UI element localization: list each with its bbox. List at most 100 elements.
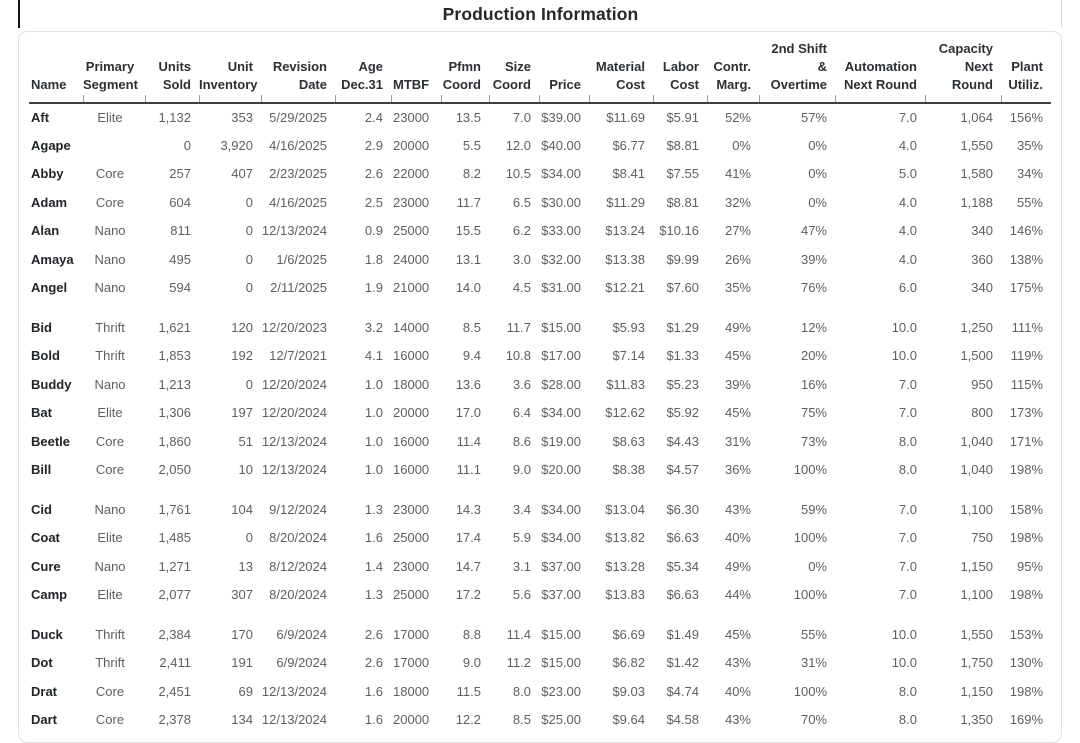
cell-contr_marg: 27% bbox=[724, 223, 751, 239]
table-row: Angel Nano 594 0 2/11/2025 1.9 21000 14.0 4.5 $31… bbox=[29, 274, 1051, 303]
cell-capacity: 1,188 bbox=[960, 194, 993, 210]
cell-pfmn: 13.1 bbox=[455, 251, 481, 267]
cell-price: $34.00 bbox=[541, 530, 581, 546]
cell-material_cost: $13.82 bbox=[605, 530, 645, 546]
cell-plant_utiliz: 95% bbox=[1016, 558, 1043, 574]
cell-segment: Core bbox=[95, 433, 125, 449]
cell-unit_inventory: 69 bbox=[238, 683, 253, 699]
cell-mtbf: 14000 bbox=[393, 319, 430, 335]
cell-price: $17.00 bbox=[541, 348, 581, 364]
cell-size: 8.0 bbox=[512, 683, 531, 699]
cell-labor_cost: $9.99 bbox=[666, 251, 699, 267]
cell-capacity: 1,250 bbox=[960, 319, 993, 335]
cell-contr_marg: 36% bbox=[724, 462, 751, 478]
column-header-contr_marg: Contr. Marg. bbox=[707, 32, 759, 104]
cell-second_shift: 0% bbox=[808, 558, 827, 574]
cell-units_sold: 2,077 bbox=[158, 587, 191, 603]
cell-unit_inventory: 134 bbox=[231, 712, 253, 728]
cell-size: 5.9 bbox=[512, 530, 531, 546]
cell-name: Bat bbox=[31, 405, 52, 421]
cell-second_shift: 12% bbox=[800, 319, 827, 335]
cell-capacity: 340 bbox=[971, 223, 993, 239]
cell-revision_date: 8/20/2024 bbox=[269, 587, 327, 603]
column-header-price: Price bbox=[539, 32, 589, 104]
cell-size: 11.4 bbox=[506, 626, 531, 642]
cell-capacity: 340 bbox=[971, 280, 993, 296]
cell-material_cost: $7.14 bbox=[612, 348, 645, 364]
cell-name: Aft bbox=[31, 109, 50, 125]
cell-units_sold: 1,485 bbox=[158, 530, 191, 546]
cell-age: 2.6 bbox=[364, 166, 383, 182]
cell-contr_marg: 40% bbox=[724, 683, 751, 699]
column-header-units_sold: Units Sold bbox=[145, 32, 199, 104]
cell-contr_marg: 49% bbox=[724, 558, 751, 574]
cell-pfmn: 8.2 bbox=[462, 166, 481, 182]
cell-automation: 4.0 bbox=[898, 251, 917, 267]
cell-pfmn: 14.0 bbox=[455, 280, 481, 296]
cell-automation: 8.0 bbox=[898, 433, 917, 449]
cell-material_cost: $13.04 bbox=[605, 501, 645, 517]
table-row: Beetle Core 1,860 51 12/13/2024 1.0 16000 11.4 8… bbox=[29, 427, 1051, 456]
cell-material_cost: $11.83 bbox=[606, 376, 645, 392]
cell-automation: 8.0 bbox=[898, 462, 917, 478]
cell-name: Cure bbox=[31, 558, 61, 574]
cell-contr_marg: 43% bbox=[724, 501, 751, 517]
cell-contr_marg: 44% bbox=[724, 587, 751, 603]
cell-second_shift: 100% bbox=[793, 683, 827, 699]
cell-age: 1.8 bbox=[364, 251, 383, 267]
cell-labor_cost: $7.55 bbox=[666, 166, 699, 182]
cell-second_shift: 100% bbox=[793, 462, 827, 478]
cell-capacity: 1,580 bbox=[960, 166, 993, 182]
cell-second_shift: 75% bbox=[800, 405, 827, 421]
cell-second_shift: 0% bbox=[808, 137, 827, 153]
cell-labor_cost: $4.58 bbox=[666, 712, 699, 728]
production-table-card: Name Primary Segment Units Sold Unit Invent… bbox=[18, 31, 1062, 743]
cell-units_sold: 0 bbox=[183, 137, 191, 153]
cell-mtbf: 20000 bbox=[393, 137, 430, 153]
cell-automation: 7.0 bbox=[898, 405, 917, 421]
cell-units_sold: 495 bbox=[169, 251, 191, 267]
table-row: Duck Thrift 2,384 170 6/9/2024 2.6 17000 8.8 11.… bbox=[29, 620, 1051, 649]
cell-segment: Core bbox=[95, 683, 125, 699]
cell-revision_date: 12/7/2021 bbox=[269, 348, 327, 364]
cell-age: 2.6 bbox=[364, 655, 383, 671]
cell-revision_date: 1/6/2025 bbox=[276, 251, 327, 267]
cell-unit_inventory: 0 bbox=[245, 376, 253, 392]
cell-mtbf: 17000 bbox=[393, 655, 430, 671]
cell-automation: 7.0 bbox=[898, 501, 917, 517]
cell-unit_inventory: 353 bbox=[231, 109, 253, 125]
cell-price: $19.00 bbox=[541, 433, 581, 449]
cell-price: $39.00 bbox=[541, 109, 581, 125]
cell-automation: 7.0 bbox=[898, 376, 917, 392]
cell-plant_utiliz: 146% bbox=[1009, 223, 1043, 239]
cell-price: $28.00 bbox=[541, 376, 581, 392]
cell-revision_date: 2/23/2025 bbox=[269, 166, 327, 182]
table-body: Aft Elite 1,132 353 5/29/2025 2.4 23000 13.5 7.0… bbox=[29, 103, 1051, 735]
cell-second_shift: 100% bbox=[793, 530, 827, 546]
cell-units_sold: 2,384 bbox=[158, 626, 191, 642]
cell-second_shift: 47% bbox=[800, 223, 827, 239]
cell-name: Dart bbox=[31, 712, 58, 728]
cell-plant_utiliz: 198% bbox=[1009, 530, 1043, 546]
cell-units_sold: 2,411 bbox=[159, 655, 191, 671]
cell-contr_marg: 43% bbox=[724, 712, 751, 728]
cell-name: Adam bbox=[31, 194, 68, 210]
column-header-age: Age Dec.31 bbox=[335, 32, 391, 104]
cell-material_cost: $12.62 bbox=[605, 405, 645, 421]
cell-capacity: 750 bbox=[971, 530, 993, 546]
cell-segment: Nano bbox=[94, 558, 126, 574]
cell-size: 3.0 bbox=[512, 251, 531, 267]
cell-name: Duck bbox=[31, 626, 63, 642]
cell-second_shift: 57% bbox=[800, 109, 827, 125]
cell-unit_inventory: 0 bbox=[245, 223, 253, 239]
cell-name: Bid bbox=[31, 319, 52, 335]
cell-pfmn: 8.5 bbox=[462, 319, 481, 335]
cell-age: 1.0 bbox=[364, 405, 383, 421]
cell-mtbf: 20000 bbox=[393, 405, 430, 421]
cell-name: Coat bbox=[31, 530, 60, 546]
cell-pfmn: 8.8 bbox=[462, 626, 481, 642]
cell-name: Camp bbox=[31, 587, 68, 603]
table-row: Agape 0 3,920 4/16/2025 2.9 20000 5.5 12.0 $40.0… bbox=[29, 131, 1051, 160]
cell-age: 1.0 bbox=[364, 462, 383, 478]
cell-automation: 4.0 bbox=[898, 223, 917, 239]
